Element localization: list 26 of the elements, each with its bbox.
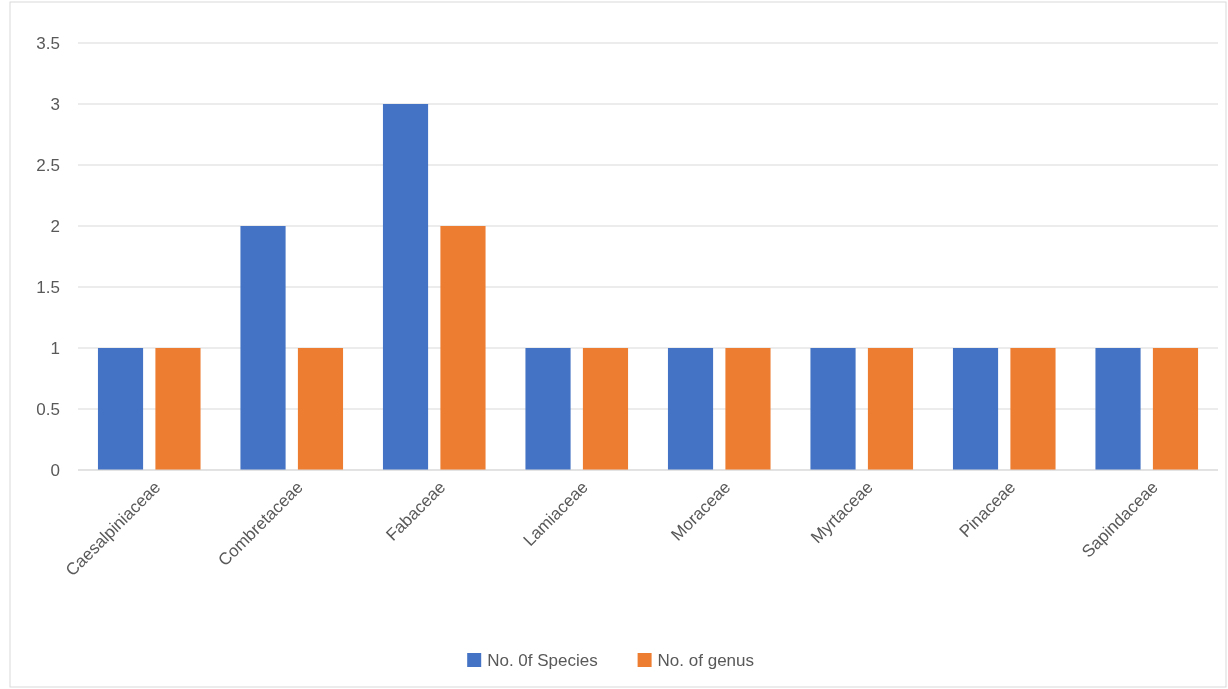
bar (667, 348, 714, 470)
y-tick-label: 1 (50, 338, 60, 358)
bar (382, 104, 429, 470)
bar (1010, 348, 1056, 470)
y-tick-label: 3 (50, 94, 60, 114)
bar (1095, 348, 1141, 470)
y-tick-label: 2 (50, 216, 60, 236)
y-tick-label: 3.5 (36, 33, 60, 53)
legend-label: No. of genus (657, 650, 755, 670)
y-tick-label: 0.5 (36, 399, 60, 419)
bar (440, 226, 486, 470)
bar (97, 348, 144, 470)
y-tick-label: 2.5 (36, 155, 60, 175)
legend-label: No. 0f Species (487, 650, 598, 670)
bar (1152, 348, 1199, 470)
bar (810, 348, 856, 470)
bar (582, 348, 629, 470)
bar (297, 348, 344, 470)
bar (240, 226, 286, 470)
bar (155, 348, 201, 470)
bar (725, 348, 771, 470)
y-tick-label: 1.5 (36, 277, 60, 297)
bar (525, 348, 571, 470)
bar (952, 348, 999, 470)
bar (867, 348, 914, 470)
y-tick-label: 0 (50, 460, 60, 480)
